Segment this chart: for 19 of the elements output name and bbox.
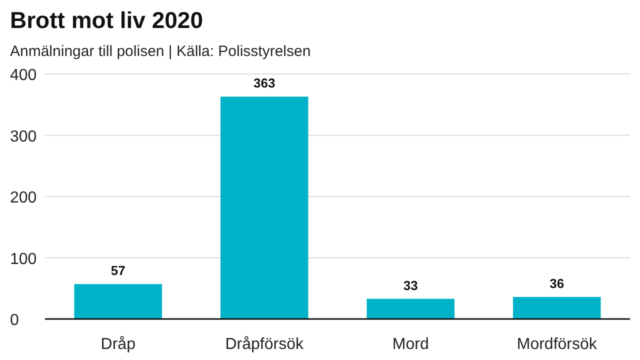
bar <box>220 96 308 319</box>
x-tick-label: Dråpförsök <box>225 336 304 353</box>
x-tick-label: Mordförsök <box>516 336 598 353</box>
bar <box>74 284 162 319</box>
data-label: 36 <box>550 276 564 291</box>
bar <box>513 296 601 319</box>
chart-subtitle: Anmälningar till polisen | Källa: Polisstyrelsen <box>10 43 311 60</box>
x-tick-label: Dråp <box>100 336 136 353</box>
y-tick-label: 400 <box>10 67 37 84</box>
y-tick-label: 0 <box>10 312 19 329</box>
y-tick-label: 200 <box>10 190 37 206</box>
data-label: 363 <box>254 76 276 91</box>
chart-title: Brott mot liv 2020 <box>10 7 203 33</box>
bar <box>366 298 454 319</box>
y-tick-label: 100 <box>10 250 37 268</box>
y-tick-label: 300 <box>10 128 37 146</box>
x-tick-label: Mord <box>392 336 429 353</box>
data-label: 57 <box>110 263 126 278</box>
data-label: 33 <box>403 278 418 293</box>
